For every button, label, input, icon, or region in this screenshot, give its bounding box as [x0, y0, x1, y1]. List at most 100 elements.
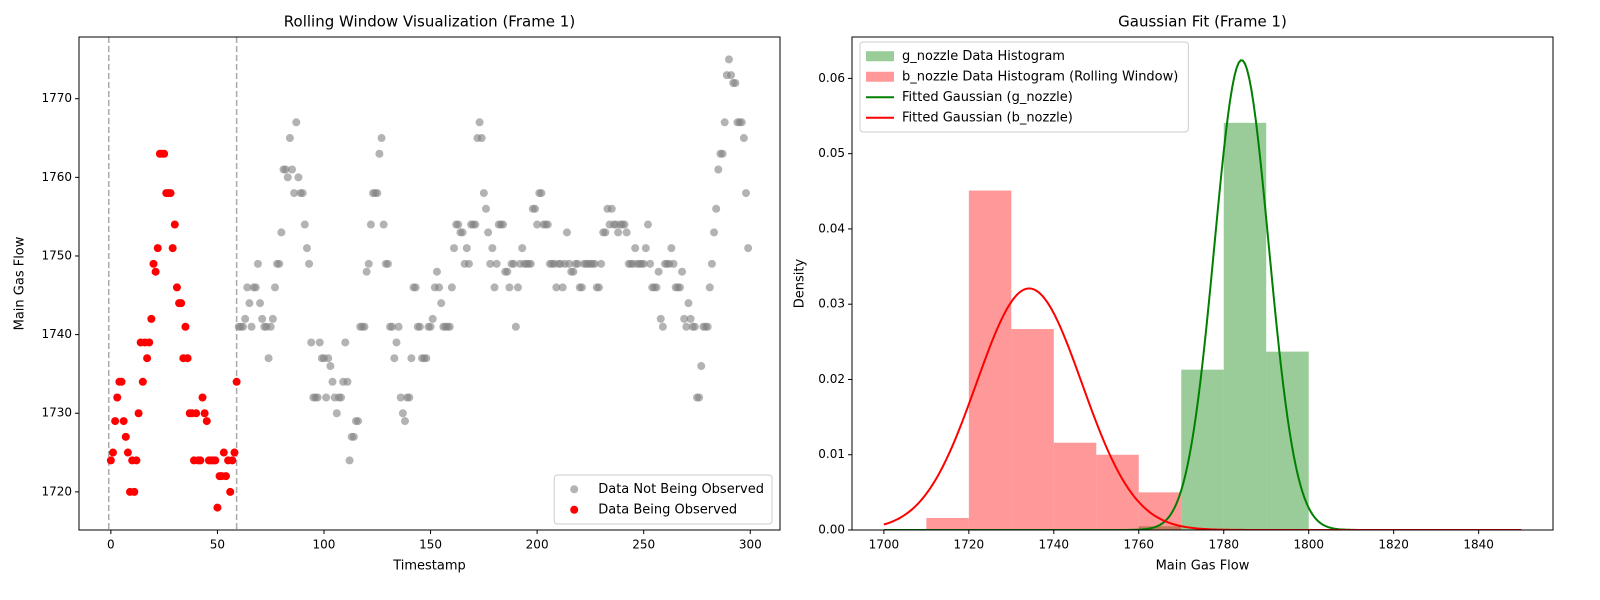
point — [253, 259, 262, 268]
point — [183, 354, 192, 363]
y-tick-label: 0.00 — [818, 523, 845, 537]
point — [718, 149, 727, 158]
point — [428, 314, 437, 323]
point — [697, 362, 706, 371]
point — [307, 338, 316, 347]
y-tick-label: 0.06 — [818, 71, 845, 85]
point — [119, 417, 128, 426]
point — [198, 393, 207, 402]
point — [724, 55, 733, 64]
point — [597, 259, 606, 268]
plot-area — [106, 37, 753, 530]
legend-label: g_nozzle Data Histogram — [902, 49, 1065, 64]
point — [275, 259, 284, 268]
y-tick-label: 1750 — [41, 248, 72, 262]
point — [714, 165, 723, 174]
point — [138, 377, 147, 386]
point — [407, 354, 416, 363]
point — [362, 267, 371, 276]
point — [375, 149, 384, 158]
legend-label: Data Not Being Observed — [598, 482, 764, 497]
point — [383, 259, 392, 268]
point — [123, 448, 132, 457]
point — [305, 259, 314, 268]
x-tick-label: 1740 — [1039, 538, 1070, 552]
legend-box — [859, 41, 1189, 133]
point — [322, 393, 331, 402]
point — [526, 259, 535, 268]
point — [277, 228, 286, 237]
point — [601, 228, 610, 237]
point — [680, 314, 689, 323]
legend-label: b_nozzle Data Histogram (Rolling Window) — [902, 69, 1178, 84]
point — [503, 267, 512, 276]
x-tick-label: 1780 — [1208, 538, 1239, 552]
point — [354, 417, 363, 426]
point — [313, 393, 322, 402]
y-tick-label: 0.01 — [818, 447, 845, 461]
legend-label: Data Being Observed — [598, 502, 737, 517]
point — [134, 409, 143, 418]
point — [256, 299, 265, 308]
x-tick-label: 50 — [210, 538, 225, 552]
point — [656, 314, 665, 323]
point — [349, 432, 358, 441]
legend-label: Fitted Gaussian (g_nozzle) — [902, 90, 1073, 105]
point — [143, 354, 152, 363]
point — [622, 228, 631, 237]
point — [479, 189, 488, 198]
x-tick-label: 1720 — [954, 538, 985, 552]
legend-patch — [866, 71, 894, 82]
axes-frame — [78, 36, 781, 531]
point — [639, 259, 648, 268]
point — [445, 322, 454, 331]
point — [537, 189, 546, 198]
point — [552, 283, 561, 292]
point — [686, 314, 695, 323]
point — [132, 456, 141, 465]
point — [398, 409, 407, 418]
point — [490, 283, 499, 292]
point — [243, 283, 252, 292]
point — [486, 259, 495, 268]
x-axis-label: Main Gas Flow — [1156, 559, 1250, 574]
legend-box — [553, 474, 773, 525]
point — [415, 322, 424, 331]
y-tick-label: 0.02 — [818, 372, 845, 386]
point — [739, 134, 748, 143]
point — [268, 314, 277, 323]
point — [614, 228, 623, 237]
point — [172, 283, 181, 292]
point — [266, 322, 275, 331]
point — [411, 283, 420, 292]
hist-bar — [1138, 526, 1182, 530]
hist-bar — [1053, 442, 1097, 530]
point — [646, 259, 655, 268]
point — [464, 259, 473, 268]
point — [315, 338, 324, 347]
point — [202, 417, 211, 426]
y-axis-label: Main Gas Flow — [13, 236, 28, 330]
y-tick-label: 1770 — [41, 91, 72, 105]
point — [558, 283, 567, 292]
axes-frame — [851, 36, 1554, 531]
point — [712, 204, 721, 213]
point — [160, 149, 169, 158]
y-tick-label: 0.04 — [818, 221, 845, 235]
y-tick-label: 1760 — [41, 170, 72, 184]
point — [594, 283, 603, 292]
point — [111, 417, 120, 426]
point — [435, 283, 444, 292]
point — [300, 220, 309, 229]
point — [394, 322, 403, 331]
point — [405, 393, 414, 402]
x-tick-label: 1700 — [869, 538, 900, 552]
point — [196, 456, 205, 465]
point — [720, 118, 729, 127]
legend-patch — [866, 51, 894, 62]
hist-bar — [1181, 369, 1224, 530]
hist-bar — [1266, 351, 1309, 530]
point — [577, 283, 586, 292]
point — [106, 456, 115, 465]
x-tick-label: 1760 — [1123, 538, 1154, 552]
